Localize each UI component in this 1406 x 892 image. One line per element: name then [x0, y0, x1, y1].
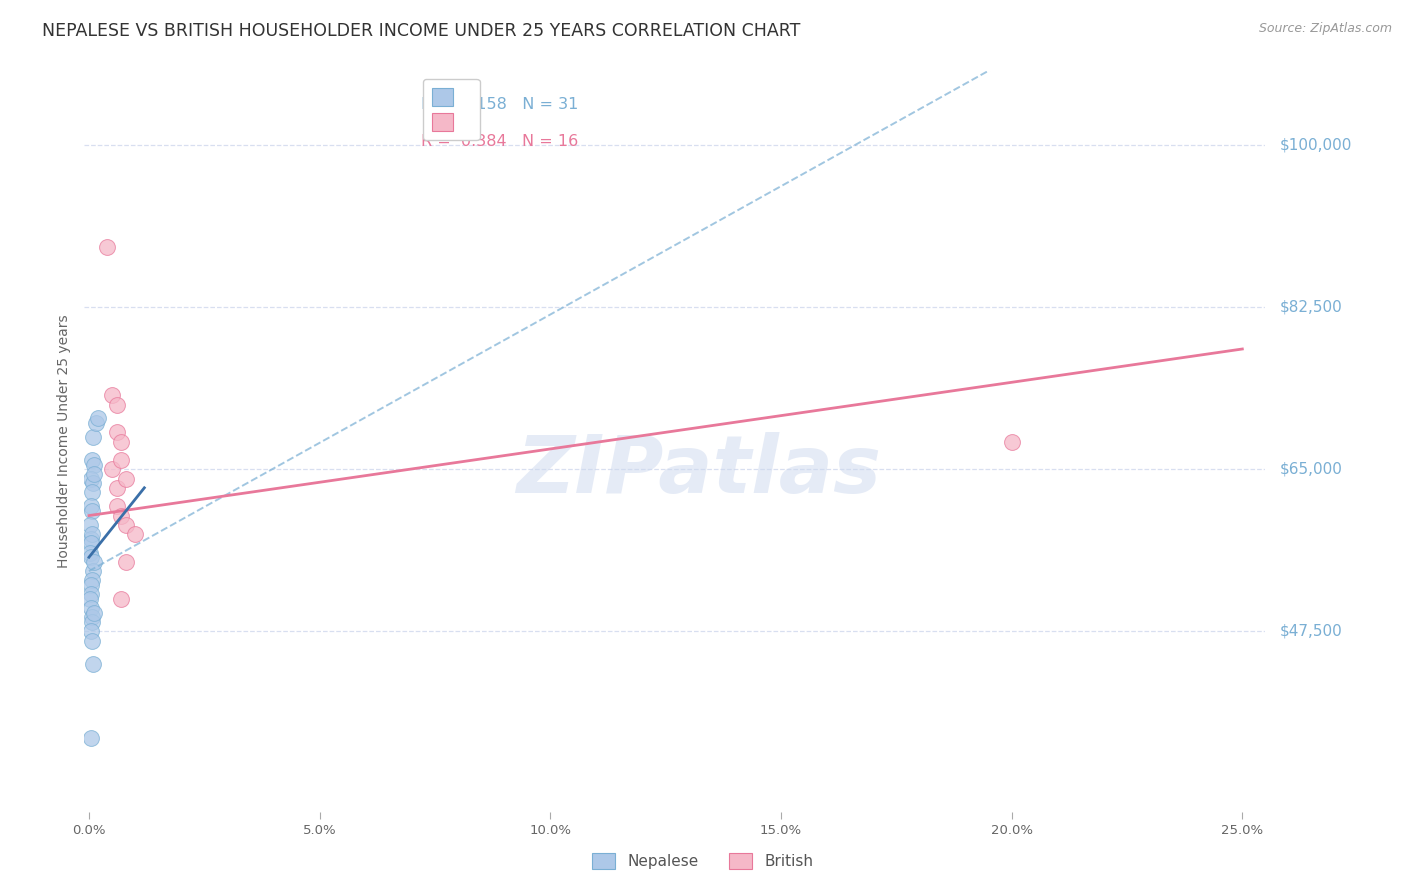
- Point: [83, 555, 105, 569]
- Text: R =  0.158   N = 31: R = 0.158 N = 31: [420, 97, 578, 112]
- Point: [82, 504, 104, 518]
- Point: [80, 472, 103, 486]
- Point: [83, 467, 105, 481]
- Y-axis label: Householder Income Under 25 years: Householder Income Under 25 years: [58, 315, 72, 568]
- Point: [110, 508, 132, 523]
- Point: [96, 240, 118, 254]
- Point: [105, 481, 128, 495]
- Point: [1001, 434, 1024, 449]
- Text: Source: ZipAtlas.com: Source: ZipAtlas.com: [1258, 22, 1392, 36]
- Point: [87, 411, 110, 425]
- Point: [80, 587, 103, 601]
- Text: $47,500: $47,500: [1279, 624, 1343, 639]
- Point: [115, 555, 138, 569]
- Point: [80, 536, 103, 550]
- Point: [110, 591, 132, 606]
- Point: [101, 462, 124, 476]
- Point: [79, 591, 101, 606]
- Point: [79, 517, 101, 532]
- Point: [82, 476, 104, 491]
- Point: [83, 606, 105, 620]
- Point: [82, 633, 104, 648]
- Text: R =  0.384   N = 16: R = 0.384 N = 16: [420, 135, 578, 149]
- Point: [80, 578, 103, 592]
- Point: [82, 453, 104, 467]
- Point: [110, 434, 132, 449]
- Point: [124, 527, 146, 541]
- Point: [83, 458, 105, 472]
- Point: [80, 610, 103, 624]
- Point: [80, 731, 103, 745]
- Point: [80, 500, 103, 514]
- Text: $65,000: $65,000: [1279, 462, 1343, 477]
- Point: [110, 453, 132, 467]
- Point: [84, 416, 107, 430]
- Text: ZIPatlas: ZIPatlas: [516, 432, 882, 510]
- Point: [82, 430, 104, 444]
- Point: [82, 564, 104, 578]
- Point: [105, 398, 128, 412]
- Point: [80, 550, 103, 565]
- Point: [80, 527, 103, 541]
- Point: [80, 532, 103, 546]
- Text: NEPALESE VS BRITISH HOUSEHOLDER INCOME UNDER 25 YEARS CORRELATION CHART: NEPALESE VS BRITISH HOUSEHOLDER INCOME U…: [42, 22, 800, 40]
- Point: [105, 425, 128, 440]
- Point: [101, 388, 124, 402]
- Legend: Nepalese, British: Nepalese, British: [586, 847, 820, 875]
- Point: [80, 485, 103, 500]
- Point: [115, 472, 138, 486]
- Point: [82, 657, 104, 671]
- Point: [80, 574, 103, 588]
- Text: $100,000: $100,000: [1279, 138, 1351, 153]
- Point: [105, 500, 128, 514]
- Point: [80, 601, 103, 615]
- Point: [79, 545, 101, 560]
- Point: [115, 517, 138, 532]
- Point: [80, 624, 103, 639]
- Text: $82,500: $82,500: [1279, 300, 1343, 315]
- Legend:  ,  : ,: [423, 79, 479, 140]
- Point: [82, 615, 104, 629]
